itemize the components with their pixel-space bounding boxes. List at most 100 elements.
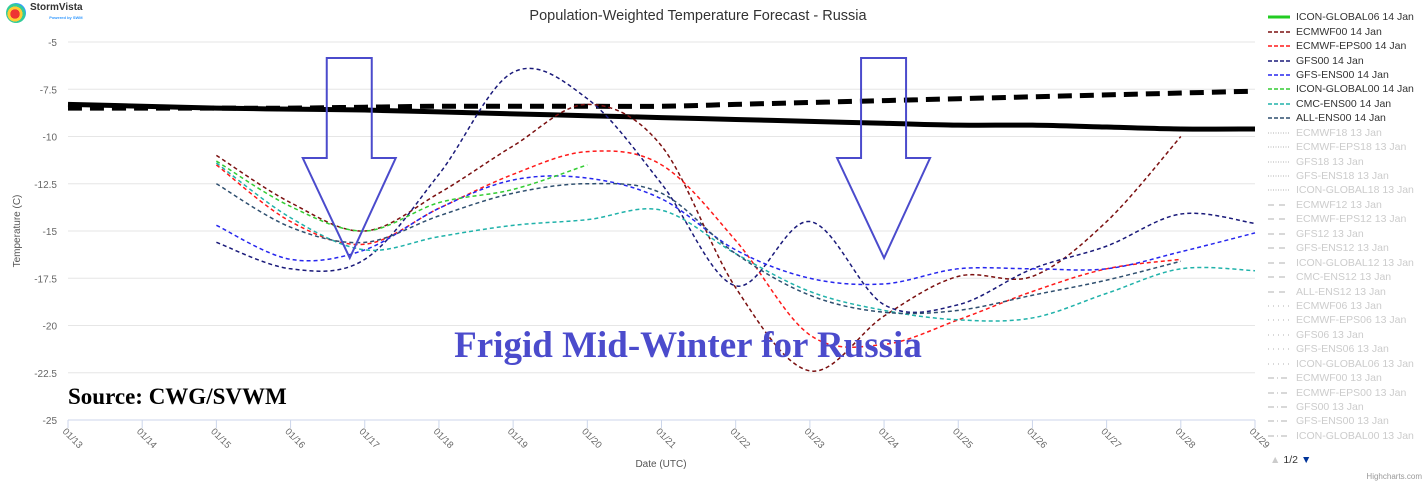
legend-line-icon — [1268, 103, 1290, 105]
series-line-gfs00-14-jan — [216, 67, 1256, 314]
legend-line-icon — [1268, 406, 1290, 408]
legend-label: ICON-GLOBAL00 13 Jan — [1296, 429, 1414, 442]
series-line-ecmwf00-14-jan — [215, 103, 1182, 372]
legend-item[interactable]: GFS-ENS06 13 Jan — [1268, 342, 1414, 356]
legend-label: GFS18 13 Jan — [1296, 155, 1364, 168]
x-tick-label: 01/13 — [60, 426, 85, 451]
x-tick-label: 01/15 — [208, 426, 233, 451]
legend-item[interactable]: GFS12 13 Jan — [1268, 227, 1414, 241]
y-tick-label: -5 — [48, 38, 57, 49]
legend-label: ICON-GLOBAL06 13 Jan — [1296, 357, 1414, 370]
y-tick-label: -25 — [43, 416, 58, 427]
legend-item[interactable]: ALL-ENS12 13 Jan — [1268, 284, 1414, 298]
x-axis-label: Date (UTC) — [635, 459, 686, 470]
legend-label: CMC-ENS12 13 Jan — [1296, 271, 1392, 284]
legend-label: ECMWF12 13 Jan — [1296, 198, 1382, 211]
x-tick-label: 01/20 — [579, 426, 604, 451]
legend-label: CMC-ENS00 14 Jan — [1296, 97, 1392, 110]
x-tick-label: 01/25 — [950, 426, 975, 451]
legend-line-icon — [1268, 15, 1290, 19]
y-tick-label: -17.5 — [34, 274, 57, 285]
legend-item[interactable]: GFS-ENS00 14 Jan — [1268, 68, 1414, 82]
legend-item[interactable]: ECMWF-EPS00 13 Jan — [1268, 385, 1414, 399]
legend-label: GFS-ENS00 13 Jan — [1296, 415, 1389, 428]
legend-label: ICON-GLOBAL00 14 Jan — [1296, 83, 1414, 96]
legend-item[interactable]: ICON-GLOBAL00 14 Jan — [1268, 82, 1414, 96]
x-tick-label: 01/26 — [1024, 426, 1049, 451]
legend-item[interactable]: ECMWF06 13 Jan — [1268, 299, 1414, 313]
legend-item[interactable]: ECMWF00 14 Jan — [1268, 24, 1414, 38]
logo-icon — [6, 3, 26, 23]
legend-item[interactable]: CMC-ENS00 14 Jan — [1268, 97, 1414, 111]
y-tick-label: -12.5 — [34, 180, 57, 191]
legend-line-icon — [1268, 59, 1290, 62]
page-down-icon[interactable]: ▼ — [1301, 454, 1312, 466]
stormvista-logo: StormVista Powered by SWM — [6, 3, 83, 23]
legend-label: GFS-ENS06 13 Jan — [1296, 343, 1389, 356]
legend-item[interactable]: ECMWF-EPS18 13 Jan — [1268, 140, 1414, 154]
legend-line-icon — [1268, 276, 1290, 278]
legend-line-icon — [1268, 420, 1290, 423]
legend-label: ICON-GLOBAL12 13 Jan — [1296, 256, 1414, 269]
legend-item[interactable]: GFS-ENS00 13 Jan — [1268, 414, 1414, 428]
legend-item[interactable]: ICON-GLOBAL00 13 Jan — [1268, 429, 1414, 443]
legend-line-icon — [1268, 391, 1290, 394]
legend-line-icon — [1268, 160, 1290, 163]
legend-item[interactable]: ECMWF12 13 Jan — [1268, 198, 1414, 212]
page-indicator: 1/2 — [1283, 454, 1299, 466]
legend-item[interactable]: ICON-GLOBAL06 13 Jan — [1268, 357, 1414, 371]
down-arrow-icon — [835, 57, 932, 261]
legend-label: GFS-ENS12 13 Jan — [1296, 242, 1389, 255]
legend-item[interactable]: GFS06 13 Jan — [1268, 328, 1414, 342]
series-line-ecmwf-eps00-14-jan — [215, 150, 1181, 348]
legend-item[interactable]: ECMWF-EPS12 13 Jan — [1268, 212, 1414, 226]
legend-item[interactable]: ICON-GLOBAL06 14 Jan — [1268, 10, 1414, 24]
legend-item[interactable]: ICON-GLOBAL12 13 Jan — [1268, 255, 1414, 269]
x-tick-label: 01/21 — [653, 426, 678, 451]
page-up-icon[interactable]: ▲ — [1270, 454, 1281, 466]
y-tick-label: -20 — [43, 322, 58, 333]
legend-label: ECMWF00 14 Jan — [1296, 25, 1382, 38]
legend-item[interactable]: GFS00 13 Jan — [1268, 400, 1414, 414]
legend-item[interactable]: GFS18 13 Jan — [1268, 154, 1414, 168]
legend-line-icon — [1268, 305, 1290, 307]
legend-line-icon — [1268, 435, 1290, 437]
legend-line-icon — [1268, 88, 1290, 91]
legend-line-icon — [1268, 348, 1290, 351]
legend-label: ALL-ENS12 13 Jan — [1296, 285, 1386, 298]
legend-line-icon — [1268, 247, 1290, 249]
legend-label: ECMWF00 13 Jan — [1296, 372, 1382, 385]
legend-label: ECMWF-EPS06 13 Jan — [1296, 314, 1407, 327]
legend-item[interactable]: ECMWF00 13 Jan — [1268, 371, 1414, 385]
logo-name: StormVista — [30, 2, 83, 13]
legend-item[interactable]: ALL-ENS00 14 Jan — [1268, 111, 1414, 125]
legend-item[interactable]: ECMWF-EPS00 14 Jan — [1268, 39, 1414, 53]
legend-line-icon — [1268, 204, 1290, 206]
legend-item[interactable]: GFS-ENS18 13 Jan — [1268, 169, 1414, 183]
x-tick-label: 01/17 — [357, 426, 382, 451]
legend-label: GFS-ENS18 13 Jan — [1296, 170, 1389, 183]
legend-item[interactable]: ECMWF18 13 Jan — [1268, 126, 1414, 140]
down-arrow-icon — [301, 57, 398, 261]
legend-line-icon — [1268, 362, 1290, 365]
legend-item[interactable]: GFS00 14 Jan — [1268, 53, 1414, 67]
legend-label: ICON-GLOBAL18 13 Jan — [1296, 184, 1414, 197]
series-line-icon-global00-14-jan — [215, 160, 588, 232]
highcharts-credit[interactable]: Highcharts.com — [1366, 472, 1422, 481]
legend-item[interactable]: ICON-GLOBAL18 13 Jan — [1268, 183, 1414, 197]
chart-title: Population-Weighted Temperature Forecast… — [529, 8, 867, 24]
legend-item[interactable]: CMC-ENS12 13 Jan — [1268, 270, 1414, 284]
legend-label: ECMWF-EPS18 13 Jan — [1296, 141, 1407, 154]
y-axis-label: Temperature (C) — [12, 195, 23, 268]
legend-line-icon — [1268, 290, 1290, 293]
legend-label: ECMWF06 13 Jan — [1296, 299, 1382, 312]
x-tick-label: 01/18 — [431, 426, 456, 451]
x-tick-label: 01/27 — [1099, 426, 1124, 451]
source-annotation: Source: CWG/SVWM — [68, 384, 287, 409]
legend-line-icon — [1268, 334, 1290, 336]
legend-line-icon — [1268, 218, 1290, 221]
legend-item[interactable]: GFS-ENS12 13 Jan — [1268, 241, 1414, 255]
legend-item[interactable]: ECMWF-EPS06 13 Jan — [1268, 313, 1414, 327]
legend-label: ECMWF-EPS00 14 Jan — [1296, 40, 1407, 53]
